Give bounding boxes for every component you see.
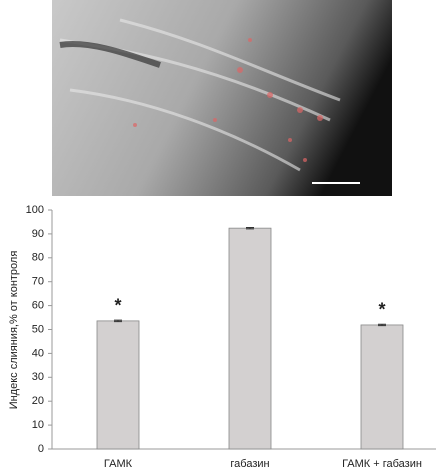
significance-mark: * — [114, 296, 121, 316]
error-bar — [114, 319, 122, 323]
y-tick-label: 40 — [32, 347, 44, 359]
y-tick-label: 60 — [32, 300, 44, 312]
significance-mark: * — [378, 300, 385, 320]
error-bar — [378, 323, 386, 327]
x-tick-label: габазин — [230, 458, 269, 470]
x-tick-label: ГАМК + габазин — [342, 458, 422, 470]
y-tick-label: 70 — [32, 276, 44, 288]
y-tick-label: 10 — [32, 419, 44, 431]
bar — [96, 320, 140, 450]
y-tick-label: 0 — [38, 443, 44, 455]
bar — [360, 324, 404, 450]
y-tick-label: 100 — [26, 204, 44, 216]
error-bar — [246, 226, 254, 230]
x-tick-label: ГАМК — [104, 458, 133, 470]
y-axis-label: Индекс слияния,% от контроля — [8, 251, 20, 410]
y-tick-label: 30 — [32, 371, 44, 383]
bar — [228, 227, 272, 450]
y-tick-label: 50 — [32, 323, 44, 335]
y-tick-label: 20 — [32, 395, 44, 407]
y-tick-label: 90 — [32, 228, 44, 240]
micrograph — [52, 0, 392, 196]
y-tick-label: 80 — [32, 252, 44, 264]
